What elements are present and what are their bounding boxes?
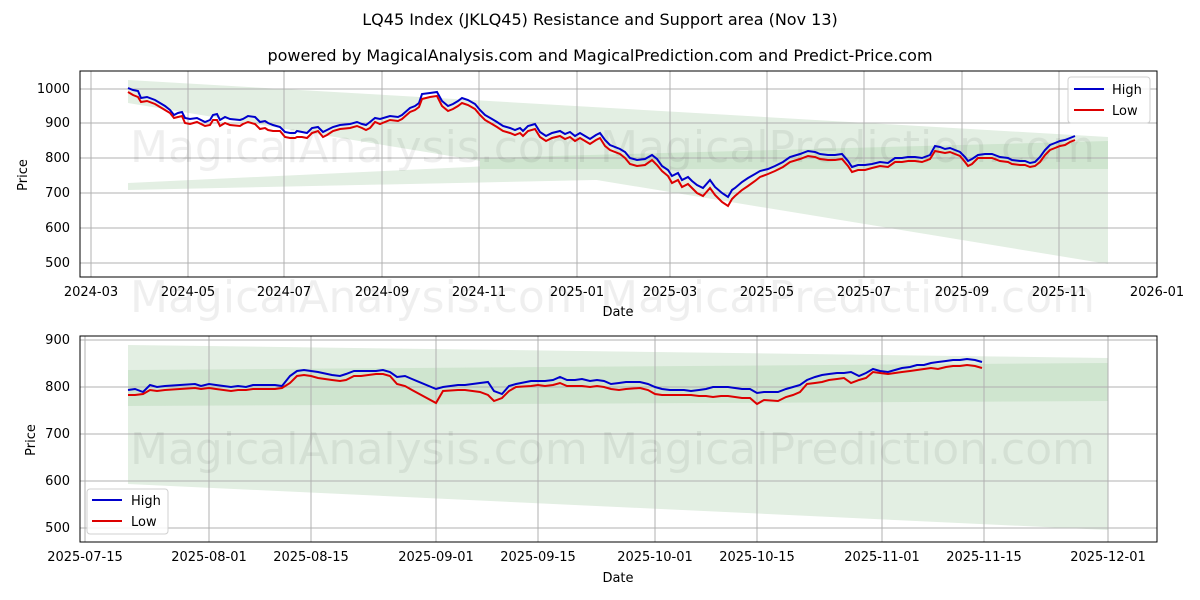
svg-text:2025-11-01: 2025-11-01 (844, 550, 920, 565)
watermark-analysis-axis: MagicalAnalysis.com (130, 272, 588, 323)
legend-high-bottom: High (131, 494, 161, 509)
svg-text:500: 500 (45, 521, 70, 536)
chart-subtitle: powered by MagicalAnalysis.com and Magic… (267, 46, 933, 65)
svg-text:700: 700 (45, 186, 70, 201)
top-line-low (127, 91, 1076, 208)
svg-text:2024-11: 2024-11 (452, 285, 506, 300)
svg-text:2025-07-15: 2025-07-15 (47, 550, 123, 565)
svg-text:800: 800 (45, 380, 70, 395)
svg-text:2025-05: 2025-05 (740, 285, 794, 300)
bottom-y-label: Price (24, 424, 39, 456)
svg-text:2025-08-15: 2025-08-15 (273, 550, 349, 565)
svg-text:2024-09: 2024-09 (355, 285, 409, 300)
top-legend: High Low (1067, 76, 1151, 124)
svg-text:2026-01: 2026-01 (1130, 285, 1184, 300)
svg-text:1000: 1000 (37, 82, 70, 97)
svg-text:2025-01: 2025-01 (550, 285, 604, 300)
svg-text:2024-07: 2024-07 (257, 285, 311, 300)
svg-text:600: 600 (45, 221, 70, 236)
top-axes-frame (79, 70, 1158, 278)
top-y-ticks: 1000 900 800 700 600 500 (37, 82, 70, 271)
svg-text:2025-10-15: 2025-10-15 (719, 550, 795, 565)
watermark-prediction-axis: MagicalPrediction.com (600, 272, 1095, 323)
legend-high: High (1112, 83, 1142, 98)
svg-text:2024-03: 2024-03 (64, 285, 118, 300)
svg-text:800: 800 (45, 151, 70, 166)
svg-text:2025-12-01: 2025-12-01 (1070, 550, 1146, 565)
top-line-high (127, 87, 1076, 199)
watermark-prediction-bottom: MagicalPrediction.com (600, 424, 1095, 475)
watermark-analysis-bottom: MagicalAnalysis.com (130, 424, 588, 475)
bottom-x-ticks: 2025-07-15 2025-08-01 2025-08-15 2025-09… (47, 550, 1146, 565)
bottom-x-label: Date (602, 571, 633, 586)
svg-text:2025-03: 2025-03 (643, 285, 697, 300)
svg-text:2024-05: 2024-05 (161, 285, 215, 300)
legend-low-bottom: Low (131, 515, 157, 530)
chart-title: LQ45 Index (JKLQ45) Resistance and Suppo… (362, 10, 838, 29)
bottom-axes-frame (79, 335, 1158, 543)
bottom-chart: MagicalAnalysis.com MagicalPrediction.co… (24, 333, 1158, 586)
svg-text:2025-08-01: 2025-08-01 (171, 550, 247, 565)
top-x-ticks: 2024-03 2024-05 2024-07 2024-09 2024-11 … (64, 285, 1184, 300)
bottom-legend: High Low (86, 488, 169, 535)
svg-text:2025-09: 2025-09 (935, 285, 989, 300)
watermark-analysis-top: MagicalAnalysis.com (130, 122, 588, 173)
svg-text:2025-11-15: 2025-11-15 (946, 550, 1022, 565)
svg-text:2025-11: 2025-11 (1032, 285, 1086, 300)
svg-text:500: 500 (45, 256, 70, 271)
top-y-label: Price (16, 159, 31, 191)
bottom-grid (80, 336, 1157, 542)
svg-text:600: 600 (45, 474, 70, 489)
legend-low: Low (1112, 104, 1138, 119)
bottom-line-low (128, 363, 983, 406)
svg-text:2025-09-01: 2025-09-01 (398, 550, 474, 565)
bottom-y-ticks: 900 800 700 600 500 (45, 333, 70, 536)
top-x-label: Date (602, 305, 633, 320)
svg-text:2025-10-01: 2025-10-01 (617, 550, 693, 565)
svg-text:900: 900 (45, 333, 70, 348)
svg-text:900: 900 (45, 116, 70, 131)
svg-text:2025-09-15: 2025-09-15 (500, 550, 576, 565)
top-chart: MagicalAnalysis.com MagicalPrediction.co… (16, 70, 1184, 323)
svg-text:2025-07: 2025-07 (837, 285, 891, 300)
bottom-line-high (127, 357, 983, 396)
svg-text:700: 700 (45, 427, 70, 442)
